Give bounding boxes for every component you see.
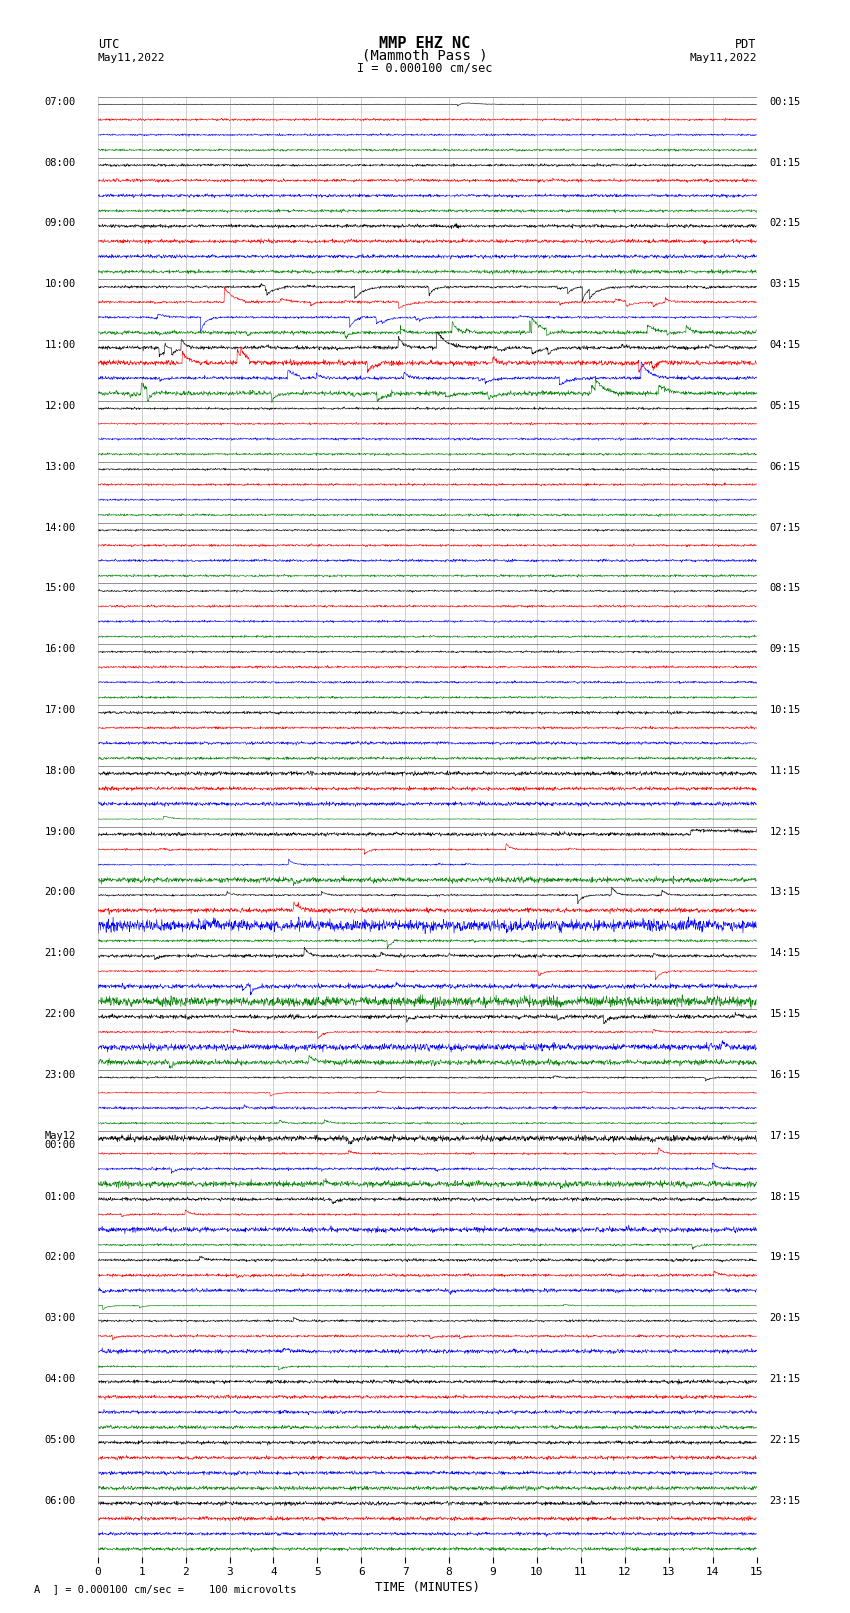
Text: 19:00: 19:00: [44, 826, 76, 837]
Text: 03:00: 03:00: [44, 1313, 76, 1323]
Text: 09:15: 09:15: [769, 644, 801, 655]
Text: 01:00: 01:00: [44, 1192, 76, 1202]
Text: 06:15: 06:15: [769, 461, 801, 471]
Text: 12:00: 12:00: [44, 402, 76, 411]
Text: 05:00: 05:00: [44, 1436, 76, 1445]
Text: 14:15: 14:15: [769, 948, 801, 958]
Text: 23:15: 23:15: [769, 1495, 801, 1505]
Text: 20:00: 20:00: [44, 887, 76, 897]
Text: MMP EHZ NC: MMP EHZ NC: [379, 35, 471, 50]
Text: 20:15: 20:15: [769, 1313, 801, 1323]
Text: 03:15: 03:15: [769, 279, 801, 289]
Text: (Mammoth Pass ): (Mammoth Pass ): [362, 48, 488, 63]
Text: May11,2022: May11,2022: [98, 53, 165, 63]
Text: 21:15: 21:15: [769, 1374, 801, 1384]
Text: 02:00: 02:00: [44, 1252, 76, 1263]
Text: 15:00: 15:00: [44, 584, 76, 594]
Text: 15:15: 15:15: [769, 1010, 801, 1019]
Text: 14:00: 14:00: [44, 523, 76, 532]
Text: 04:00: 04:00: [44, 1374, 76, 1384]
Text: 18:15: 18:15: [769, 1192, 801, 1202]
Text: 13:00: 13:00: [44, 461, 76, 471]
Text: 01:15: 01:15: [769, 158, 801, 168]
Text: 11:00: 11:00: [44, 340, 76, 350]
Text: 22:00: 22:00: [44, 1010, 76, 1019]
Text: 13:15: 13:15: [769, 887, 801, 897]
Text: 07:00: 07:00: [44, 97, 76, 106]
Text: 16:15: 16:15: [769, 1069, 801, 1081]
Text: 00:15: 00:15: [769, 97, 801, 106]
Text: 23:00: 23:00: [44, 1069, 76, 1081]
Text: 10:15: 10:15: [769, 705, 801, 715]
Text: 08:00: 08:00: [44, 158, 76, 168]
Text: 17:15: 17:15: [769, 1131, 801, 1140]
Text: 08:15: 08:15: [769, 584, 801, 594]
X-axis label: TIME (MINUTES): TIME (MINUTES): [375, 1581, 479, 1594]
Text: 09:00: 09:00: [44, 218, 76, 229]
Text: 12:15: 12:15: [769, 826, 801, 837]
Text: May11,2022: May11,2022: [689, 53, 756, 63]
Text: 22:15: 22:15: [769, 1436, 801, 1445]
Text: 05:15: 05:15: [769, 402, 801, 411]
Text: 18:00: 18:00: [44, 766, 76, 776]
Text: 07:15: 07:15: [769, 523, 801, 532]
Text: 06:00: 06:00: [44, 1495, 76, 1505]
Text: UTC: UTC: [98, 37, 119, 50]
Text: 19:15: 19:15: [769, 1252, 801, 1263]
Text: I = 0.000100 cm/sec: I = 0.000100 cm/sec: [357, 61, 493, 74]
Text: PDT: PDT: [735, 37, 756, 50]
Text: 11:15: 11:15: [769, 766, 801, 776]
Text: 02:15: 02:15: [769, 218, 801, 229]
Text: 16:00: 16:00: [44, 644, 76, 655]
Text: A  ] = 0.000100 cm/sec =    100 microvolts: A ] = 0.000100 cm/sec = 100 microvolts: [34, 1584, 297, 1594]
Text: 10:00: 10:00: [44, 279, 76, 289]
Text: 04:15: 04:15: [769, 340, 801, 350]
Text: 17:00: 17:00: [44, 705, 76, 715]
Text: 21:00: 21:00: [44, 948, 76, 958]
Text: May12
00:00: May12 00:00: [44, 1131, 76, 1150]
